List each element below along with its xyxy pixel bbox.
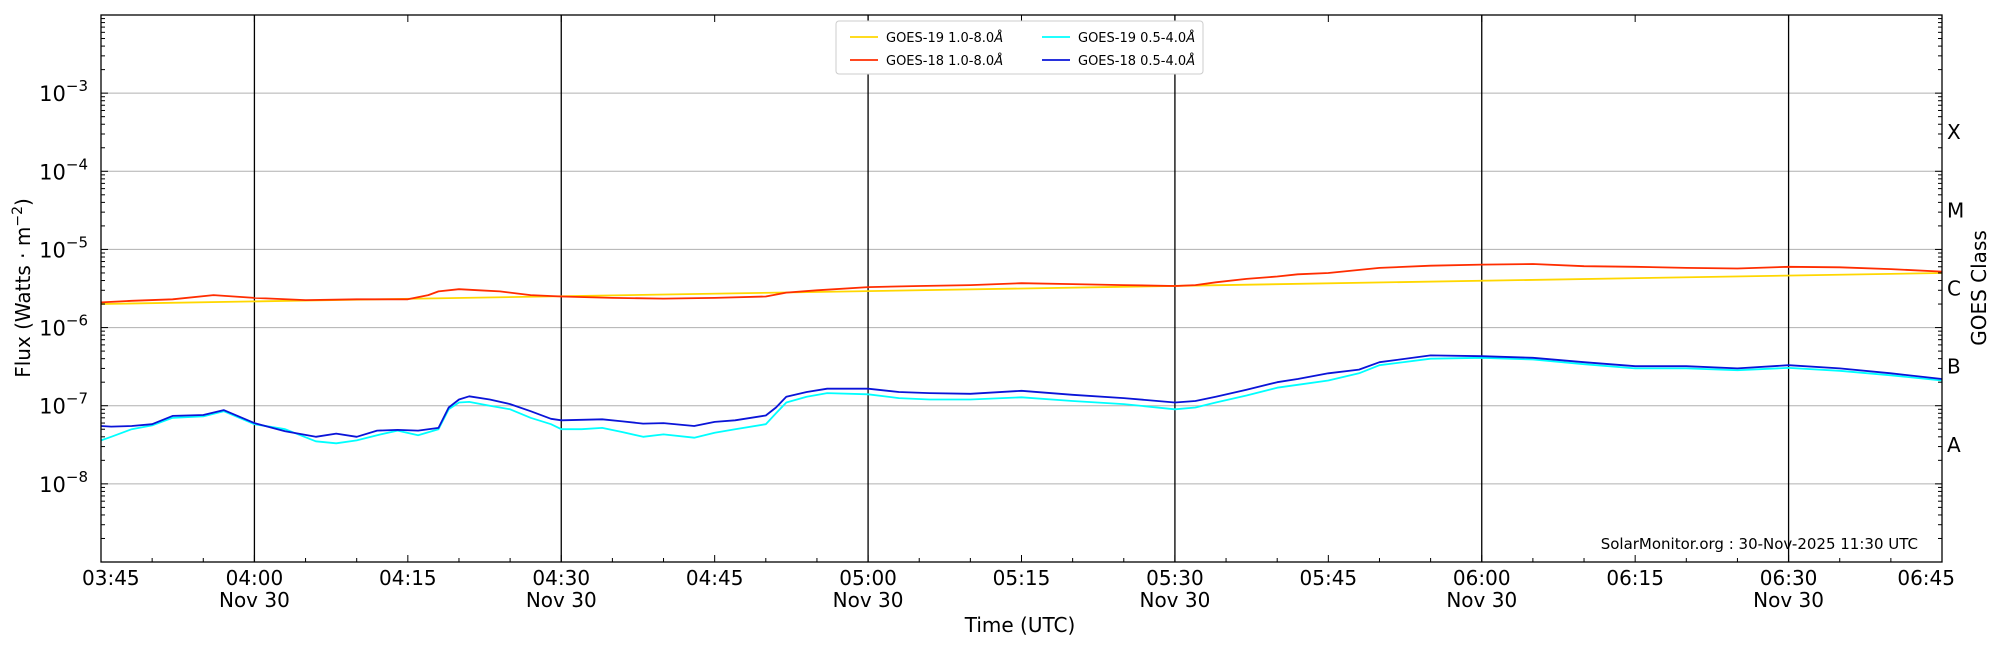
y-tick-base: 10 (39, 473, 66, 497)
legend-box (835, 20, 1204, 75)
y-tick-exponent: −8 (66, 468, 88, 486)
y-tick-base: 10 (39, 160, 66, 184)
x-tick-label: 03:45 (82, 566, 140, 590)
legend-label-0: GOES-19 1.0-8.0Å (886, 30, 1003, 46)
legend-label-text: GOES-19 0.5-4.0 (1078, 31, 1186, 46)
x-tick-label: 05:15 (993, 566, 1051, 590)
grid-lines (101, 92, 1942, 485)
y-tick-label: 10−3 (39, 77, 88, 106)
legend-label-unit: Å (993, 53, 1003, 69)
legend-label-unit: Å (1185, 30, 1195, 46)
x-tick-label: 06:30 (1760, 566, 1818, 590)
x-tick-label: 06:00 (1453, 566, 1511, 590)
legend-label-text: GOES-18 0.5-4.0 (1078, 54, 1186, 69)
x-tick-date: Nov 30 (1139, 588, 1210, 612)
y-axis-label-main: Flux (Watts · m (11, 227, 35, 378)
x-tick-date: Nov 30 (833, 588, 904, 612)
series-line-3 (100, 354, 1943, 438)
goes-class-label: X (1947, 120, 1961, 144)
axis-ticks (100, 14, 1943, 563)
x-tick-date: Nov 30 (526, 588, 597, 612)
legend-label-unit: Å (1185, 53, 1195, 69)
x-tick-label: 04:15 (379, 566, 437, 590)
y-tick-label: 10−8 (39, 468, 88, 497)
time-markers (253, 15, 1790, 562)
goes-class-label: M (1947, 198, 1964, 222)
x-tick-label: 06:15 (1606, 566, 1664, 590)
x-tick-label: 05:30 (1146, 566, 1204, 590)
y-tick-label: 10−5 (39, 233, 88, 262)
right-axis-label: GOES Class (1967, 230, 1991, 346)
series-line-2 (100, 356, 1943, 445)
legend-label-text: GOES-18 1.0-8.0 (886, 54, 994, 69)
x-tick-date: Nov 30 (1753, 588, 1824, 612)
x-tick-date: Nov 30 (1446, 588, 1517, 612)
y-tick-labels: 10−810−710−610−510−410−3 (39, 77, 88, 497)
y-tick-exponent: −3 (66, 77, 88, 95)
y-axis-label-exponent: −2 (10, 206, 26, 227)
x-tick-label: 04:45 (686, 566, 744, 590)
y-tick-exponent: −4 (66, 155, 88, 173)
watermark: SolarMonitor.org : 30-Nov-2025 11:30 UTC (1601, 535, 1918, 553)
x-tick-label: 05:45 (1300, 566, 1358, 590)
x-tick-label: 04:30 (532, 566, 590, 590)
goes-class-label: A (1947, 433, 1961, 457)
legend-label-2: GOES-19 0.5-4.0Å (1078, 30, 1195, 46)
y-tick-label: 10−4 (39, 155, 88, 184)
goes-class-label: B (1947, 355, 1961, 379)
goes-class-label: C (1947, 277, 1961, 301)
y-tick-label: 10−6 (39, 312, 88, 341)
y-tick-exponent: −6 (66, 312, 88, 330)
legend-label-1: GOES-18 1.0-8.0Å (886, 53, 1003, 69)
x-tick-label: 05:00 (839, 566, 897, 590)
legend-label-unit: Å (993, 30, 1003, 46)
series-line-1 (100, 263, 1943, 304)
y-tick-base: 10 (39, 82, 66, 106)
legend-label-3: GOES-18 0.5-4.0Å (1078, 53, 1195, 69)
y-axis-label-close: ) (11, 198, 35, 206)
goes-class-labels: A B C M X (1947, 120, 1964, 457)
y-tick-label: 10−7 (39, 390, 88, 419)
y-tick-base: 10 (39, 238, 66, 262)
x-axis-label: Time (UTC) (964, 613, 1076, 637)
series-group (100, 263, 1943, 445)
y-tick-base: 10 (39, 317, 66, 341)
y-tick-base: 10 (39, 395, 66, 419)
legend-label-text: GOES-19 1.0-8.0 (886, 31, 994, 46)
y-axis-label: Flux (Watts · m−2) (10, 198, 35, 378)
x-tick-label: 04:00 (226, 566, 284, 590)
x-tick-label: 06:45 (1897, 566, 1955, 590)
x-tick-date: Nov 30 (219, 588, 290, 612)
y-tick-exponent: −5 (66, 233, 88, 251)
y-tick-exponent: −7 (66, 390, 88, 408)
